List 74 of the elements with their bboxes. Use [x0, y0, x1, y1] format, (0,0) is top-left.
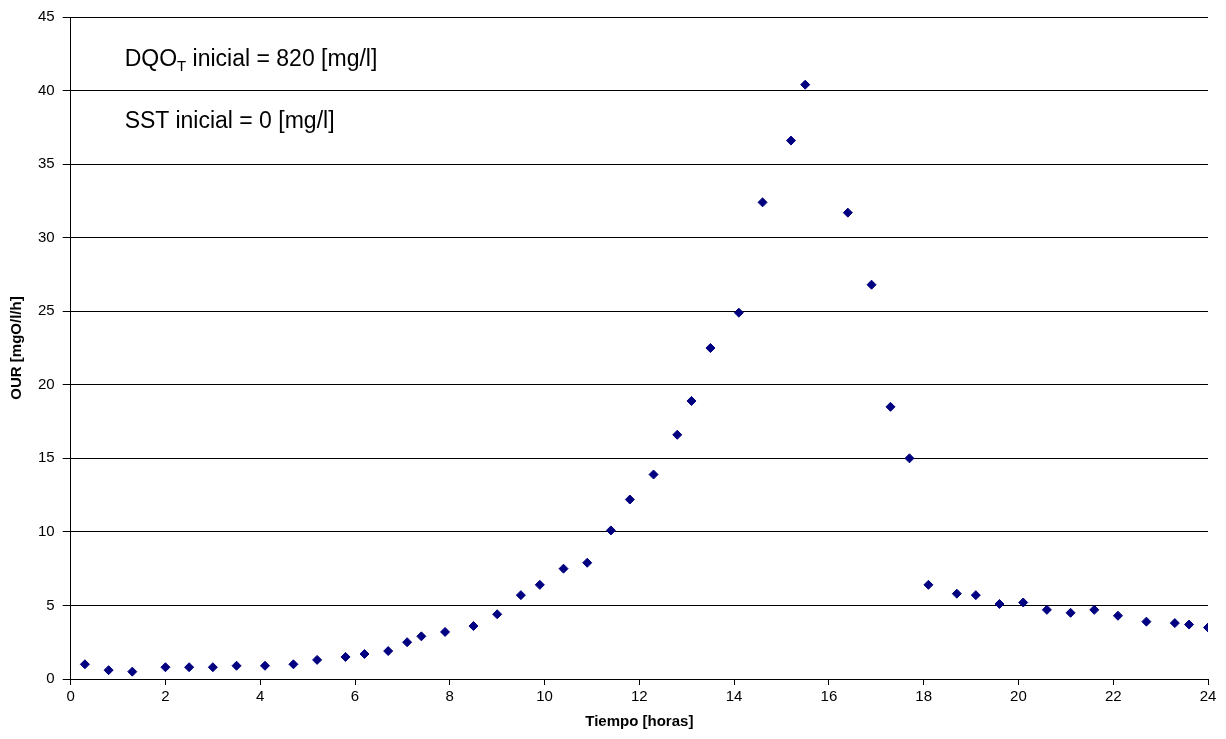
x-tick-label: 24	[1199, 687, 1217, 705]
x-tick-label: 4	[256, 687, 265, 705]
point	[383, 646, 394, 657]
y-tick-label: 0	[46, 669, 55, 687]
point	[312, 654, 323, 665]
point	[160, 662, 171, 673]
point	[1169, 618, 1180, 629]
point	[1141, 616, 1152, 627]
point	[402, 637, 413, 648]
point	[79, 659, 90, 670]
annotation: SST inicial = 0 [mg/l]	[124, 107, 335, 134]
x-tick-label: 14	[725, 687, 743, 705]
point	[785, 135, 796, 146]
point	[970, 590, 981, 601]
point	[1112, 610, 1123, 621]
point	[951, 588, 962, 599]
point	[103, 665, 114, 676]
y-tick-label: 30	[38, 227, 55, 245]
point	[440, 626, 451, 637]
point	[885, 401, 896, 412]
x-tick-label: 2	[161, 687, 170, 705]
point	[994, 598, 1005, 609]
point	[492, 609, 503, 620]
point	[416, 631, 427, 642]
point	[582, 557, 593, 568]
point	[558, 563, 569, 574]
y-tick-label: 20	[38, 374, 55, 392]
point	[359, 648, 370, 659]
x-tick-label: 8	[445, 687, 454, 705]
point	[866, 279, 877, 290]
point	[184, 662, 195, 673]
x-tick-label: 6	[350, 687, 360, 705]
point	[127, 666, 138, 677]
x-tick-label: 10	[536, 687, 553, 705]
x-tick-label: 12	[631, 687, 648, 705]
x-axis-title: Tiempo [horas]	[585, 712, 694, 730]
point	[1089, 604, 1100, 615]
point	[1018, 597, 1029, 608]
y-tick-label: 45	[38, 7, 55, 25]
point	[757, 197, 768, 208]
point	[686, 395, 697, 406]
point	[842, 207, 853, 218]
point	[800, 79, 811, 90]
x-tick-label: 20	[1010, 687, 1027, 705]
y-tick-label: 35	[38, 154, 55, 172]
point	[259, 660, 270, 671]
point	[1184, 619, 1195, 630]
point	[534, 579, 545, 590]
point	[515, 590, 526, 601]
x-tick-label: 0	[66, 687, 75, 705]
point	[705, 343, 716, 353]
y-axis-title: OUR [mgO/l/h]	[7, 296, 25, 400]
point	[1041, 604, 1052, 615]
point	[340, 651, 351, 662]
point	[207, 662, 218, 673]
point	[648, 469, 659, 480]
x-tick-label: 22	[1104, 687, 1122, 705]
y-tick-label: 10	[38, 522, 55, 540]
y-tick-label: 15	[38, 448, 55, 466]
point	[231, 660, 242, 671]
point	[624, 494, 635, 505]
point	[605, 525, 616, 536]
x-tick-label: 18	[915, 687, 933, 705]
y-tick-label: 5	[46, 595, 55, 613]
point	[733, 307, 744, 318]
y-tick-label: 40	[38, 80, 55, 98]
point	[904, 453, 915, 464]
point	[468, 621, 479, 632]
point	[672, 429, 683, 440]
x-tick-label: 16	[820, 687, 838, 705]
point	[288, 659, 299, 670]
point	[923, 579, 934, 590]
y-tick-label: 25	[38, 301, 55, 319]
point	[1065, 607, 1076, 618]
